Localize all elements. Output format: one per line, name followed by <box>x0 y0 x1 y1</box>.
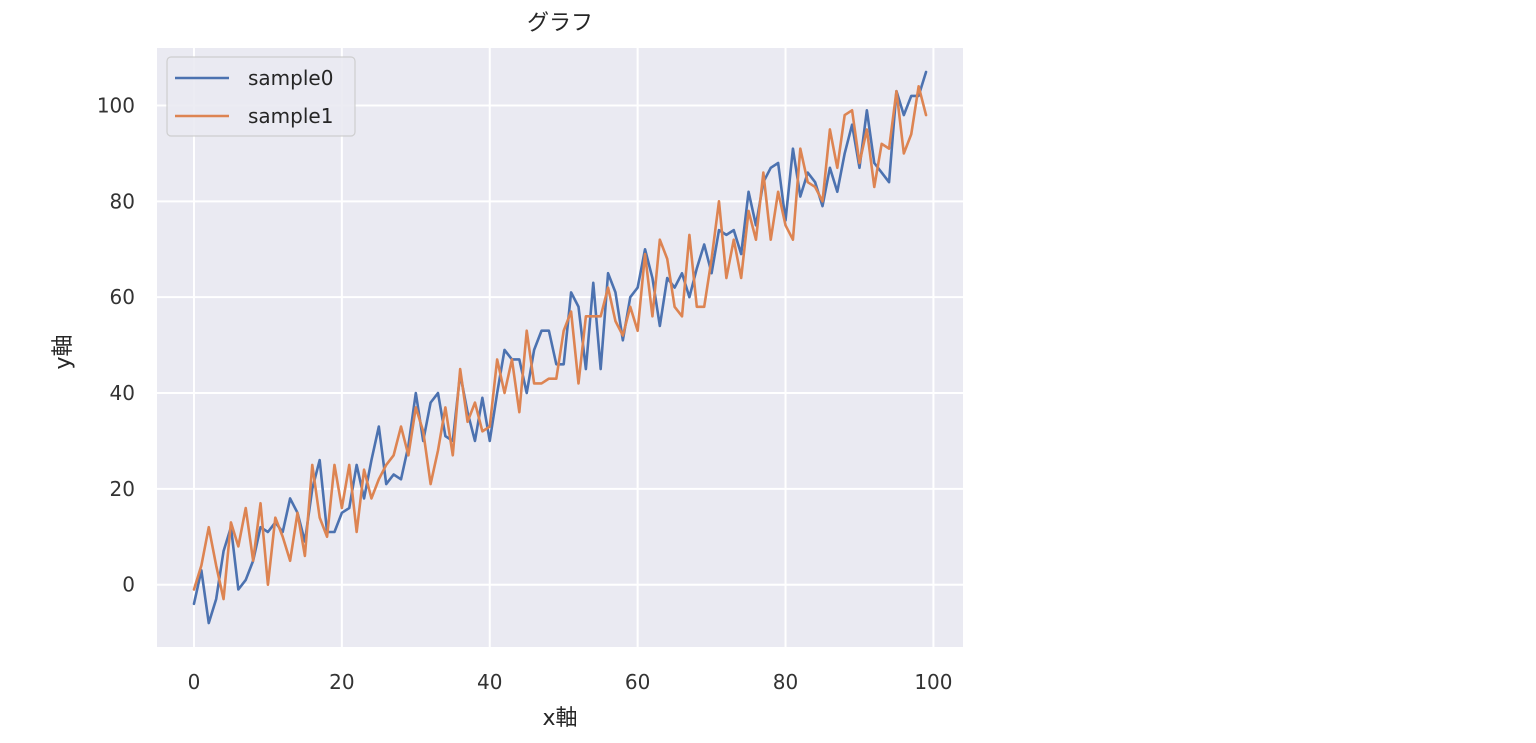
x-axis-label: x軸 <box>542 706 577 731</box>
series-lines <box>192 70 928 625</box>
x-tick-label: 60 <box>625 670 650 694</box>
x-tick-label: 100 <box>914 670 952 694</box>
y-tick-label: 40 <box>110 381 135 405</box>
x-tick-label: 40 <box>477 670 502 694</box>
x-tick-label: 80 <box>773 670 798 694</box>
x-tick-label: 20 <box>329 670 354 694</box>
legend: sample0 sample1 <box>166 56 356 137</box>
y-axis-ticks: 0 20 40 60 80 100 <box>97 94 135 597</box>
grid-lines <box>157 48 963 647</box>
x-axis-ticks: 0 20 40 60 80 100 <box>188 670 953 694</box>
y-tick-label: 20 <box>110 477 135 501</box>
y-tick-label: 100 <box>97 94 135 118</box>
legend-label-sample1: sample1 <box>248 104 333 128</box>
y-axis-label: y軸 <box>51 334 76 369</box>
series-line-sample1 <box>192 85 928 601</box>
series-line-sample0 <box>192 70 928 625</box>
x-tick-label: 0 <box>188 670 201 694</box>
chart-title: グラフ <box>527 11 593 36</box>
y-tick-label: 0 <box>122 573 135 597</box>
y-tick-label: 80 <box>110 189 135 213</box>
legend-label-sample0: sample0 <box>248 66 333 90</box>
y-tick-label: 60 <box>110 285 135 309</box>
